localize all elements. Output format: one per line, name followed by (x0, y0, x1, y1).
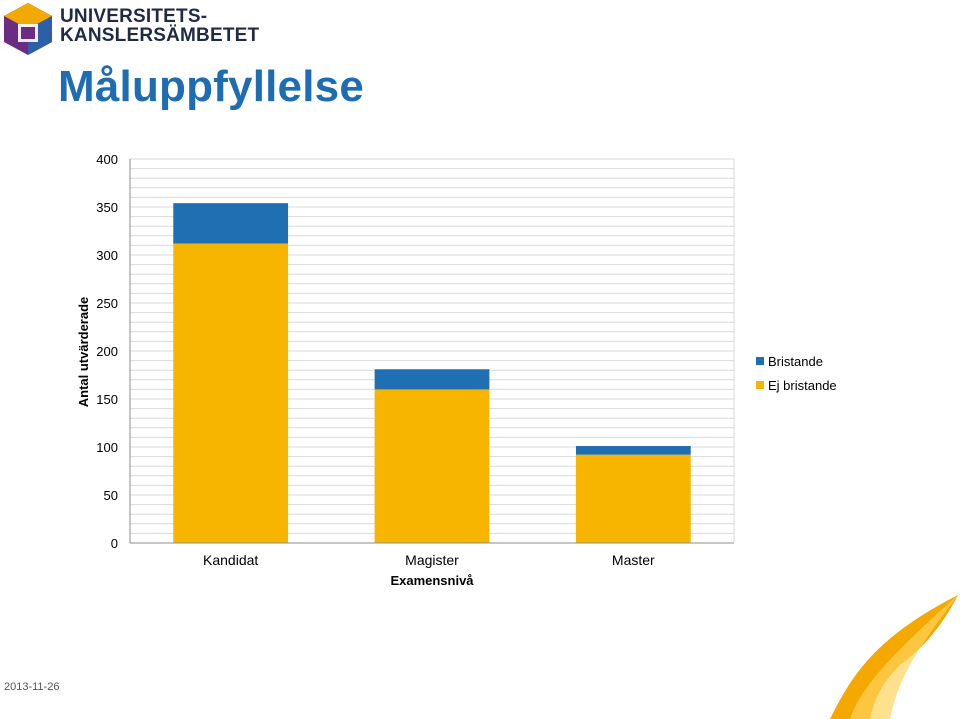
legend: Bristande Ej bristande (756, 354, 837, 393)
x-tick-label: Kandidat (203, 552, 258, 568)
y-tick-label: 300 (96, 248, 118, 263)
footer-date: 2013-11-26 (4, 681, 60, 693)
bar-segment (374, 369, 490, 390)
legend-label: Bristande (768, 354, 823, 369)
legend-label: Ej bristande (768, 378, 837, 393)
bar-segment (173, 243, 289, 544)
bar-segment (173, 203, 289, 244)
y-tick-label: 350 (96, 200, 118, 215)
bar-segment (575, 454, 691, 543)
x-axis-label: Examensnivå (390, 573, 474, 588)
logo: UNIVERSITETS- KANSLERSÄMBETET (0, 0, 259, 60)
legend-swatch (756, 357, 764, 365)
y-tick-label: 50 (104, 488, 118, 503)
bar-segment (575, 446, 691, 455)
logo-text-line2: KANSLERSÄMBETET (60, 25, 260, 46)
x-tick-label: Magister (405, 552, 459, 568)
x-tick-label: Master (612, 552, 655, 568)
y-tick-label: 100 (96, 440, 118, 455)
bar-segment (374, 389, 490, 543)
y-tick-label: 400 (96, 152, 118, 167)
y-axis-label: Antal utvärderade (76, 297, 91, 408)
y-tick-label: 150 (96, 392, 118, 407)
y-tick-label: 200 (96, 344, 118, 359)
legend-swatch (756, 381, 764, 389)
page-title: Måluppfyllelse (58, 62, 364, 111)
y-tick-label: 250 (96, 296, 118, 311)
hexagon-logo-icon (4, 3, 52, 55)
y-tick-label: 0 (111, 536, 118, 551)
logo-text-line1: UNIVERSITETS- (60, 6, 208, 27)
page-curl-icon (830, 595, 958, 719)
bar-layer (173, 203, 691, 544)
axis-layer: 0 50 100 150 200 250 300 350 400 Kandidat Magister… (96, 152, 734, 568)
